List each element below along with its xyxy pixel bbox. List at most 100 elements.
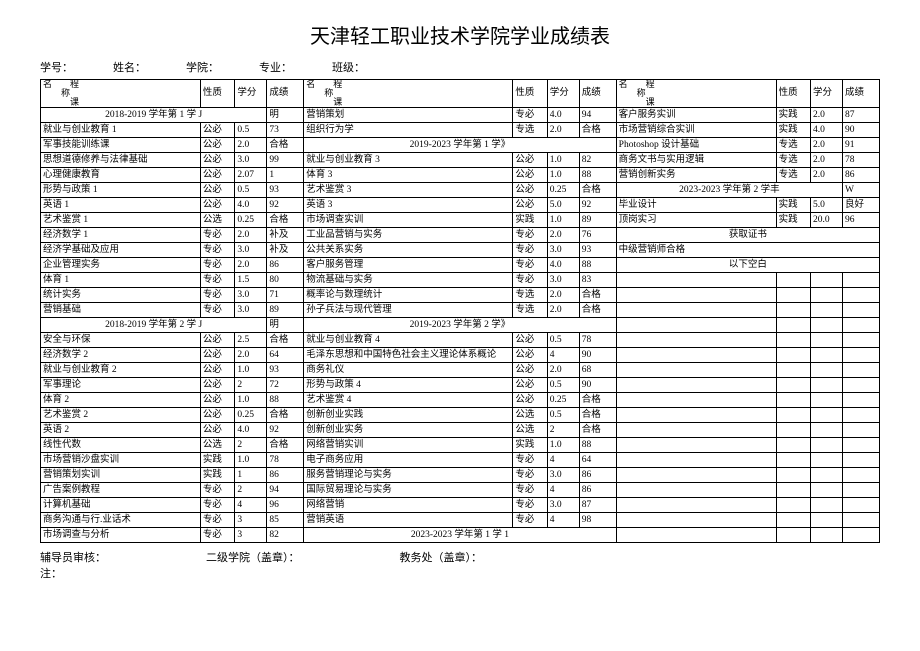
cell-score: 良好 — [843, 198, 880, 213]
cell-name: 顶岗实习 — [616, 213, 776, 228]
cell-score — [843, 393, 880, 408]
cell-name — [616, 318, 776, 333]
cell-name: 英语 2 — [41, 423, 201, 438]
cell-score: 合格 — [267, 138, 304, 153]
table-row: 心理健康教育公必2.071体育 3公必1.088营销创新实务专选2.086 — [41, 168, 880, 183]
table-row: 艺术鉴赏 2公必0.25合格创新创业实践公选0.5合格 — [41, 408, 880, 423]
cell-cred: 4 — [547, 483, 579, 498]
cell-score — [843, 288, 880, 303]
cell-score — [843, 408, 880, 423]
cell-nat: 公必 — [200, 363, 234, 378]
cell-nat: 专选 — [776, 153, 810, 168]
cell-name: 商务沟通与行.业话术 — [41, 513, 201, 528]
cell-nat: 公必 — [513, 168, 547, 183]
cell-score: 93 — [579, 243, 616, 258]
cell-score: 99 — [267, 153, 304, 168]
cell-name: 国际贸易理论与实务 — [304, 483, 513, 498]
cell-nat: 公必 — [200, 333, 234, 348]
cell-name — [616, 363, 776, 378]
cell-name: 统计实务 — [41, 288, 201, 303]
cell-cred: 2.0 — [547, 228, 579, 243]
cell-score: 94 — [579, 108, 616, 123]
cell-name: 网络营销实训 — [304, 438, 513, 453]
cell-name — [616, 453, 776, 468]
cell-score: 合格 — [579, 423, 616, 438]
cell-name: 客户服务实训 — [616, 108, 776, 123]
cell-cred: 4 — [235, 498, 267, 513]
cell-name: 毕业设计 — [616, 198, 776, 213]
cell-cred: 0.25 — [235, 408, 267, 423]
cell-name — [616, 273, 776, 288]
cell-name: 商务礼仪 — [304, 363, 513, 378]
cell-name: 孙子兵法与现代管理 — [304, 303, 513, 318]
cell-score: 92 — [267, 198, 304, 213]
cell-cred: 4.0 — [235, 198, 267, 213]
cell-cred: 1.0 — [547, 213, 579, 228]
cell-cred — [811, 303, 843, 318]
cell-nat: 公必 — [513, 393, 547, 408]
cell-nat: 专必 — [513, 108, 547, 123]
cell-nat: 专必 — [200, 483, 234, 498]
col-header-name: 名 程 称 课 — [616, 80, 776, 108]
note-label: 注： — [40, 565, 106, 581]
cell-nat — [776, 378, 810, 393]
cell-cred: 2.0 — [235, 258, 267, 273]
cell-score — [843, 513, 880, 528]
meta-row: 学号： 姓名： 学院： 专业： 班级： — [40, 59, 880, 75]
cell-score: 合格 — [579, 393, 616, 408]
cell-cred: 2.0 — [547, 363, 579, 378]
office-seal-label: 教务处（盖章）： — [400, 549, 483, 581]
cell-nat: 实践 — [200, 453, 234, 468]
cell-cred: 2.07 — [235, 168, 267, 183]
section-header: 获取证书 — [616, 228, 879, 243]
col-header-nature: 性质 — [776, 80, 810, 108]
cell-nat: 实践 — [776, 213, 810, 228]
cell-score: 合格 — [267, 408, 304, 423]
cell-cred: 4 — [547, 348, 579, 363]
cell-cred: 2.0 — [811, 108, 843, 123]
cell-nat — [776, 453, 810, 468]
cell-score: 64 — [267, 348, 304, 363]
cell-score: 合格 — [579, 288, 616, 303]
cell-nat: 专必 — [200, 258, 234, 273]
cell-cred: 2.0 — [547, 303, 579, 318]
cell-score: 86 — [843, 168, 880, 183]
cell-name: 营销英语 — [304, 513, 513, 528]
table-row: 2018-2019 学年第 1 学 J明营销策划专必4.094客户服务实训实践2… — [41, 108, 880, 123]
cell-name: 就业与创业教育 4 — [304, 333, 513, 348]
cell-cred: 2 — [235, 438, 267, 453]
cell-nat: 公选 — [200, 213, 234, 228]
cell-nat — [776, 318, 810, 333]
cell-name: 军事理论 — [41, 378, 201, 393]
cell-score: 88 — [267, 393, 304, 408]
cell-score: 合格 — [579, 303, 616, 318]
cell-name: 经济学基础及应用 — [41, 243, 201, 258]
cell-nat: 专选 — [513, 303, 547, 318]
table-row: 思想道德修养与法律基础公必3.099就业与创业教育 3公必1.082商务文书与实… — [41, 153, 880, 168]
table-row: 企业管理实务专必2.086客户服务管理专必4.088以下空白 — [41, 258, 880, 273]
cell-score: 89 — [267, 303, 304, 318]
cell-name: 英语 3 — [304, 198, 513, 213]
cell-cred: 2.0 — [235, 138, 267, 153]
cell-name: 安全与环保 — [41, 333, 201, 348]
cell-score: 补及 — [267, 243, 304, 258]
cell-cred: 0.5 — [547, 378, 579, 393]
cell-cred: 2 — [547, 423, 579, 438]
cell-cred: 1.0 — [235, 363, 267, 378]
cell-cred: 2 — [235, 483, 267, 498]
cell-name: 英语 1 — [41, 198, 201, 213]
col-header-nature: 性质 — [200, 80, 234, 108]
cell-name: 市场营销综合实训 — [616, 123, 776, 138]
cell-cred: 2 — [235, 378, 267, 393]
cell-score: 合格 — [267, 438, 304, 453]
cell-score: 87 — [579, 498, 616, 513]
cell-score — [843, 483, 880, 498]
cell-cred — [811, 363, 843, 378]
cell-name — [616, 483, 776, 498]
cell-score: 90 — [579, 348, 616, 363]
cell-nat: 公必 — [513, 198, 547, 213]
cell-nat: 明 — [267, 108, 304, 123]
cell-nat: 专选 — [513, 288, 547, 303]
cell-score: 78 — [579, 333, 616, 348]
cell-name: 工业品营销与实务 — [304, 228, 513, 243]
